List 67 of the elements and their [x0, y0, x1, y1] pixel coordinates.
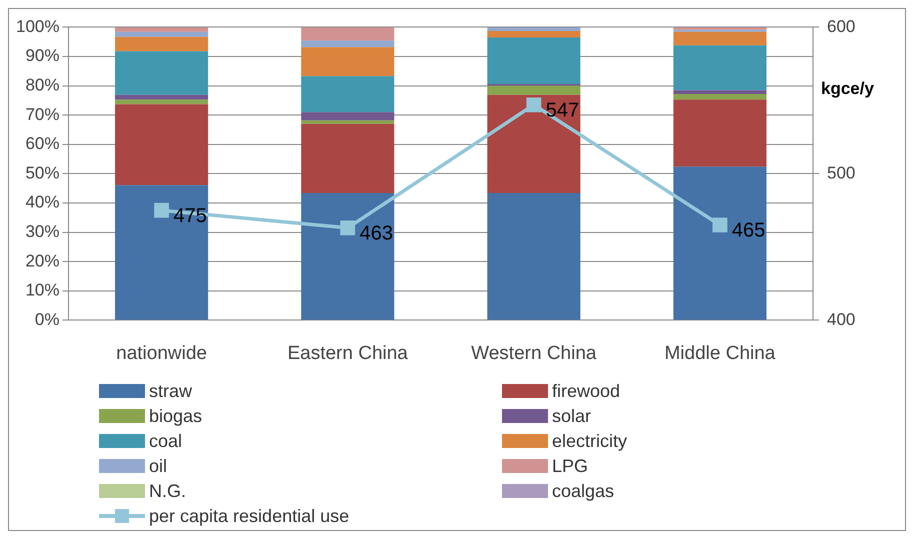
bar — [301, 112, 394, 120]
y-tick-label: 50% — [25, 163, 60, 182]
y-tick-label: 100% — [16, 16, 60, 36]
bar — [115, 185, 208, 320]
bar — [301, 76, 394, 112]
legend-label: per capita residential use — [149, 506, 350, 526]
legend-label: coalgas — [552, 480, 614, 502]
y-tick-label: 10% — [25, 280, 60, 300]
bar — [673, 100, 766, 167]
bar — [301, 193, 394, 320]
bar — [487, 27, 580, 32]
bar — [673, 90, 766, 94]
bar — [673, 94, 766, 100]
x-tick-label: nationwide — [116, 342, 207, 364]
bar — [115, 94, 208, 100]
y2-tick-label: 500 — [827, 163, 856, 182]
bar — [301, 120, 394, 124]
x-tick-label: Western China — [471, 342, 597, 364]
bar — [487, 86, 580, 95]
bar — [301, 27, 394, 41]
point — [526, 97, 542, 112]
bar — [673, 45, 766, 90]
bar — [673, 27, 766, 30]
bar — [301, 124, 394, 194]
bar — [115, 100, 208, 104]
y2-axis-title: kgce/y — [821, 78, 874, 98]
x-tick-label: Middle China — [664, 342, 776, 364]
legend-label: electricity — [552, 430, 628, 452]
legend-label: solar — [552, 406, 592, 426]
y-tick-label: 80% — [25, 75, 60, 94]
bar — [673, 166, 766, 320]
y-tick-label: 40% — [25, 192, 60, 212]
legend-label: N.G. — [149, 480, 186, 502]
data-label: 465 — [732, 219, 766, 242]
bar — [115, 32, 208, 37]
y-tick-label: 20% — [25, 251, 60, 270]
point — [154, 202, 169, 218]
y-tick-label: 60% — [25, 134, 60, 154]
legend-label: LPG — [552, 456, 588, 476]
y2-tick-label: 600 — [827, 16, 856, 36]
bar — [487, 31, 580, 38]
legend-label: coal — [149, 430, 182, 452]
point — [340, 220, 356, 236]
legend-label: firewood — [552, 380, 620, 402]
bar — [115, 104, 208, 186]
y-tick-label: 90% — [25, 46, 60, 66]
data-label: 463 — [360, 222, 394, 244]
bar — [487, 193, 580, 320]
legend-label: oil — [149, 456, 168, 476]
bar — [487, 37, 580, 84]
bar — [301, 47, 394, 76]
point — [712, 218, 728, 232]
bar — [301, 40, 394, 48]
y-tick-label: 70% — [25, 104, 60, 124]
legend-label: straw — [149, 380, 192, 402]
y-tick-label: 0% — [34, 310, 60, 329]
data-label: 475 — [174, 204, 207, 227]
bar — [115, 36, 208, 52]
legend-label: biogas — [149, 406, 202, 426]
bar — [115, 27, 208, 32]
y2-tick-label: 400 — [827, 310, 856, 329]
data-label: 547 — [546, 99, 580, 122]
y-tick-label: 30% — [25, 222, 60, 241]
bar — [673, 32, 766, 46]
x-tick-label: Eastern China — [287, 342, 408, 364]
bar — [487, 94, 580, 194]
bar — [115, 51, 208, 95]
